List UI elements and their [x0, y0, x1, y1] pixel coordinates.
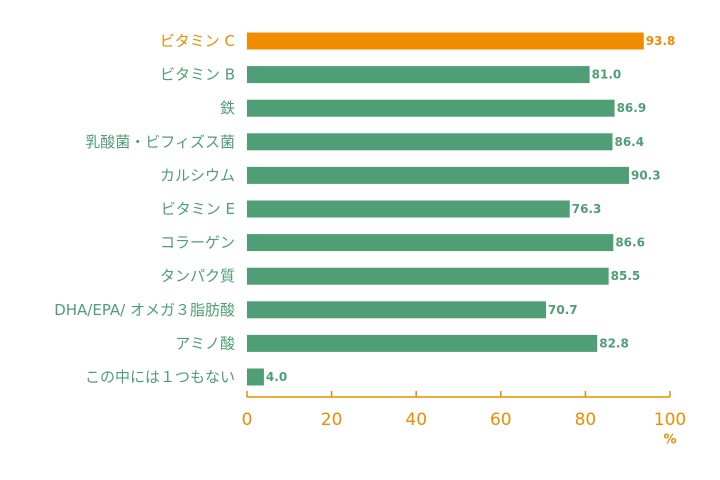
bar	[247, 133, 613, 151]
category-label: ビタミン C	[160, 32, 235, 50]
category-label: タンパク質	[160, 267, 235, 285]
category-label: 乳酸菌・ビフィズス菌	[85, 133, 235, 151]
category-label: アミノ酸	[175, 334, 235, 352]
value-label: 86.4	[614, 135, 644, 149]
value-label: 82.8	[599, 336, 629, 350]
category-label: DHA/EPA/ オメガ３脂肪酸	[54, 301, 235, 319]
x-axis-ticks: 0 20 40 60 80 100	[242, 391, 686, 430]
category-label: ビタミン B	[160, 66, 235, 84]
x-tick-label: 80	[575, 410, 597, 430]
value-label: 86.6	[615, 236, 645, 250]
x-tick-label: 0	[242, 410, 253, 430]
bar	[247, 334, 598, 352]
category-label: この中には１つもない	[85, 368, 235, 386]
category-label: ビタミン E	[161, 200, 235, 218]
value-label: 76.3	[572, 202, 602, 216]
x-tick-label: 60	[490, 410, 512, 430]
x-tick-label: 20	[321, 410, 343, 430]
category-label: カルシウム	[160, 166, 235, 184]
bars	[247, 32, 644, 386]
value-label: 4.0	[266, 370, 287, 384]
bar	[247, 99, 615, 117]
x-tick-label: 100	[654, 410, 686, 430]
bar	[247, 234, 614, 252]
value-label: 86.9	[617, 101, 647, 115]
bar	[247, 301, 547, 319]
bar	[247, 200, 570, 218]
category-label: 鉄	[220, 99, 235, 117]
bar	[247, 166, 629, 184]
bar	[247, 32, 644, 50]
value-label: 93.8	[646, 34, 676, 48]
value-label: 85.5	[611, 269, 641, 283]
x-axis-unit-label: %	[663, 433, 676, 448]
bar	[247, 267, 609, 285]
value-label: 70.7	[548, 303, 578, 317]
bar	[247, 66, 590, 84]
category-label: コラーゲン	[160, 234, 235, 252]
value-labels: 93.8 81.0 86.9 86.4 90.3 76.3 86.6 85.5 70.7 82.8…	[266, 34, 675, 384]
value-label: 81.0	[592, 68, 622, 82]
value-label: 90.3	[631, 168, 661, 182]
bar	[247, 368, 264, 386]
x-tick-label: 40	[405, 410, 427, 430]
